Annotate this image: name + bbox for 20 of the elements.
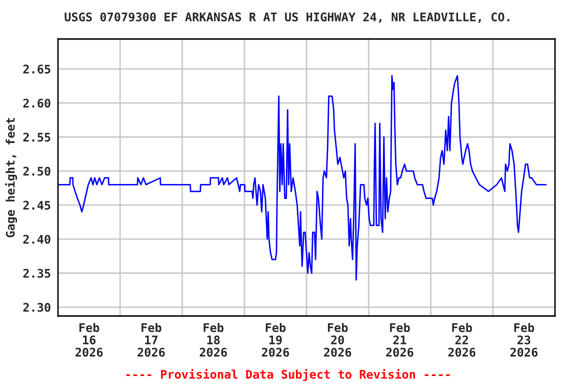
y-tick-label: 2.60 (23, 98, 50, 108)
y-tick-label: 2.55 (23, 132, 50, 142)
y-tick-label: 2.45 (23, 200, 50, 210)
y-tick-label: 2.40 (23, 234, 50, 244)
x-tick-label: Feb 20 2026 (324, 322, 352, 357)
x-tick-label: Feb 19 2026 (262, 322, 290, 357)
line-series (58, 75, 547, 281)
y-tick-label: 2.35 (23, 268, 50, 278)
x-tick-label: Feb 17 2026 (138, 322, 165, 357)
x-tick-label: Feb 18 2026 (200, 322, 227, 357)
x-tick-label: Feb 23 2026 (510, 322, 538, 357)
x-tick-label: Feb 21 2026 (386, 322, 414, 357)
x-tick-label: Feb 22 2026 (448, 322, 476, 357)
x-tick-label: Feb 16 2026 (76, 322, 103, 357)
y-axis-title: Gage height, feet (5, 118, 18, 238)
y-tick-label: 2.50 (23, 166, 50, 176)
y-tick-label: 2.30 (23, 302, 50, 312)
chart-title: USGS 07079300 EF ARKANSAS R AT US HIGHWAY 24, NR LEADVILLE, CO. (64, 12, 510, 23)
text: ---- Provisional Data Subject to Revision ---- (126, 368, 450, 382)
y-tick-label: 2.65 (23, 64, 50, 74)
